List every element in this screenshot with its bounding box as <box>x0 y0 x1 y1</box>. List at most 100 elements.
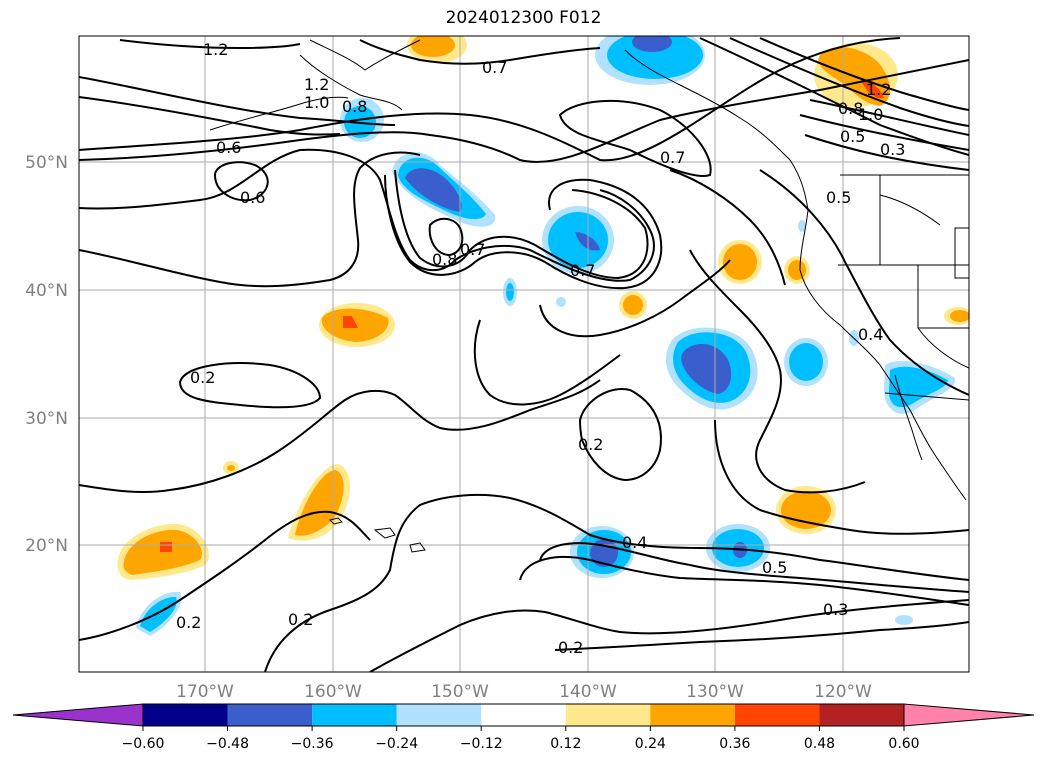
us-mexico-border <box>884 392 969 401</box>
colorbar-segment <box>734 704 820 726</box>
lon-label: 140°W <box>559 682 617 702</box>
contour-line <box>384 174 663 290</box>
contour-line <box>759 169 969 396</box>
colorbar-tick-label: 0.60 <box>888 736 919 752</box>
bc-coastline <box>624 49 809 211</box>
pos-anomaly-area <box>411 36 455 57</box>
contour-label: 0.3 <box>823 600 848 619</box>
contour-line <box>213 161 269 202</box>
colorbar-tick-label: −0.36 <box>291 736 334 752</box>
graticule <box>79 36 969 672</box>
contour-line <box>759 37 969 111</box>
contour-line <box>473 319 621 406</box>
alaska-coastline <box>299 54 403 111</box>
contour-lines <box>79 37 969 672</box>
colorbar-ticks: −0.60 −0.48 −0.36 −0.24 −0.12 0.12 0.24 0.36 0.4… <box>122 726 920 752</box>
contour-label: 0.8 <box>342 97 367 116</box>
colorbar-segments <box>12 703 1035 727</box>
pos-anomaly-area <box>781 491 831 529</box>
state-border <box>954 227 969 279</box>
lat-label: 50°N <box>25 153 68 173</box>
colorbar-segment <box>143 704 228 726</box>
contour-label: 1.2 <box>203 40 228 59</box>
neg-anomaly-area <box>140 596 177 632</box>
neg-anomaly-area <box>798 220 806 232</box>
neg-anomaly-area <box>607 36 703 79</box>
contour-line <box>79 148 655 282</box>
contour-label: 0.2 <box>190 368 215 387</box>
pos-anomaly-area <box>950 310 969 322</box>
colorbar-tick-label: 0.24 <box>635 736 666 752</box>
lat-label: 20°N <box>25 536 68 556</box>
contour-label: 0.2 <box>558 638 583 657</box>
map-frame <box>78 35 970 673</box>
contour-line <box>79 59 969 163</box>
lon-label: 150°W <box>431 682 489 702</box>
neg-anomaly-area <box>895 615 913 625</box>
colorbar-extend-max <box>903 703 1035 727</box>
neg-anomaly-area <box>632 36 672 52</box>
contour-line <box>79 379 601 494</box>
contour-line <box>809 99 969 136</box>
lat-label: 30°N <box>25 409 68 429</box>
contour-label: 0.4 <box>858 325 883 344</box>
hawaii-islands <box>373 527 426 553</box>
map-title: 2024012300 F012 <box>445 8 602 28</box>
contour-label: 0.2 <box>578 435 603 454</box>
colorbar-tick-label: 0.36 <box>719 736 750 752</box>
contour-line <box>359 39 601 65</box>
longitude-labels: 170°W 160°W 150°W 140°W 130°W 120°W <box>176 682 872 702</box>
contour-label: 0.6 <box>216 138 241 157</box>
contour-label: 0.5 <box>826 188 851 207</box>
contour-line <box>79 76 396 126</box>
contour-line <box>554 621 969 651</box>
contour-label: 0.7 <box>482 58 507 77</box>
contour-label: 0.4 <box>622 533 647 552</box>
pos-anomaly-area <box>160 542 172 552</box>
latitude-labels: 50°N 40°N 30°N 20°N <box>25 153 68 556</box>
contour-labels: 1.2 1.2 1.0 0.8 0.7 0.6 0.6 0.8 0.7 0.7 … <box>176 40 905 657</box>
coastlines <box>209 39 969 553</box>
neg-anomaly-area <box>789 343 823 381</box>
contour-line <box>558 100 712 177</box>
colorbar-tick-label: −0.24 <box>375 736 418 752</box>
state-border <box>879 175 969 266</box>
pos-anomaly-area <box>860 78 884 99</box>
contour-label: 0.8 <box>432 250 457 269</box>
contour-line <box>79 510 371 641</box>
state-border <box>838 264 969 329</box>
lon-label: 160°W <box>304 682 362 702</box>
baja-coastline <box>894 374 923 461</box>
alaska-peninsula <box>309 39 421 71</box>
colorbar-tick-label: −0.60 <box>122 736 165 752</box>
contour-line <box>428 217 464 257</box>
contour-line <box>669 169 786 286</box>
us-mexico-coastline <box>799 209 967 501</box>
contour-line <box>369 599 969 672</box>
pos-anomaly-area <box>227 465 235 471</box>
colorbar: −0.60 −0.48 −0.36 −0.24 −0.12 0.12 0.24 0.36 0.4… <box>12 703 1035 752</box>
contour-line <box>264 493 969 672</box>
colorbar-segment <box>819 704 904 726</box>
contour-label: 0.8 <box>838 99 863 118</box>
contour-label: 0.2 <box>288 610 313 629</box>
contour-label: 0.5 <box>840 127 865 146</box>
pos-anomaly-area <box>623 295 643 315</box>
contour-line <box>689 249 866 494</box>
contour-label: 0.6 <box>240 188 265 207</box>
pos-anomaly-area <box>788 260 806 280</box>
neg-anomaly-area <box>405 168 462 212</box>
pos-anomaly-area <box>123 529 202 575</box>
contour-label: 1.2 <box>866 80 891 99</box>
contour-line <box>729 37 969 127</box>
colorbar-segment <box>481 704 566 726</box>
neg-anomaly-area <box>506 283 514 301</box>
contour-label: 1.2 <box>304 75 329 94</box>
contour-label: 0.2 <box>176 613 201 632</box>
island <box>329 517 343 525</box>
colorbar-tick-label: −0.12 <box>460 736 503 752</box>
contour-label: 1.0 <box>304 93 329 112</box>
contour-line <box>539 259 731 338</box>
contour-line <box>699 37 969 156</box>
